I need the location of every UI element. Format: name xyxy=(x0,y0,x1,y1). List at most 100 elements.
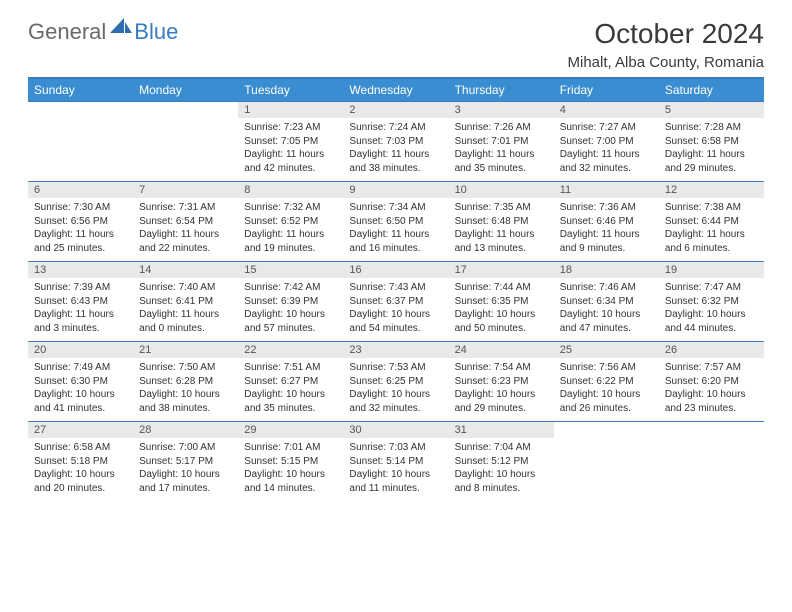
day-body: Sunrise: 7:51 AMSunset: 6:27 PMDaylight:… xyxy=(238,358,343,421)
calendar-cell: 4Sunrise: 7:27 AMSunset: 7:00 PMDaylight… xyxy=(554,102,659,182)
calendar-cell: 23Sunrise: 7:53 AMSunset: 6:25 PMDayligh… xyxy=(343,342,448,422)
day-number: 9 xyxy=(343,182,448,198)
daylight-line: Daylight: 10 hours and 11 minutes. xyxy=(349,468,442,495)
daylight-line: Daylight: 11 hours and 35 minutes. xyxy=(455,148,548,175)
sunset-line: Sunset: 6:30 PM xyxy=(34,375,127,389)
weekday-header: Thursday xyxy=(449,78,554,102)
day-body: Sunrise: 7:57 AMSunset: 6:20 PMDaylight:… xyxy=(659,358,764,421)
sunset-line: Sunset: 6:28 PM xyxy=(139,375,232,389)
daylight-line: Daylight: 10 hours and 44 minutes. xyxy=(665,308,758,335)
daylight-line: Daylight: 10 hours and 50 minutes. xyxy=(455,308,548,335)
calendar-cell: 9Sunrise: 7:34 AMSunset: 6:50 PMDaylight… xyxy=(343,182,448,262)
day-body: Sunrise: 7:47 AMSunset: 6:32 PMDaylight:… xyxy=(659,278,764,341)
sunset-line: Sunset: 6:41 PM xyxy=(139,295,232,309)
calendar-cell: 3Sunrise: 7:26 AMSunset: 7:01 PMDaylight… xyxy=(449,102,554,182)
sunset-line: Sunset: 6:22 PM xyxy=(560,375,653,389)
page: General Blue October 2024 Mihalt, Alba C… xyxy=(0,0,792,519)
sunrise-line: Sunrise: 7:27 AM xyxy=(560,121,653,135)
daylight-line: Daylight: 11 hours and 25 minutes. xyxy=(34,228,127,255)
daylight-line: Daylight: 11 hours and 38 minutes. xyxy=(349,148,442,175)
calendar-head: SundayMondayTuesdayWednesdayThursdayFrid… xyxy=(28,78,764,102)
calendar-cell: 12Sunrise: 7:38 AMSunset: 6:44 PMDayligh… xyxy=(659,182,764,262)
daylight-line: Daylight: 10 hours and 35 minutes. xyxy=(244,388,337,415)
daylight-line: Daylight: 11 hours and 29 minutes. xyxy=(665,148,758,175)
calendar-cell: 8 Sunrise: 7:32 AMSunset: 6:52 PMDaylight… xyxy=(238,182,343,262)
day-number: 1 xyxy=(238,102,343,118)
weekday-header: Saturday xyxy=(659,78,764,102)
calendar-cell: 28Sunrise: 7:00 AMSunset: 5:17 PMDayligh… xyxy=(133,422,238,502)
logo-sail-icon xyxy=(110,18,132,41)
sunrise-line: Sunrise: 7:26 AM xyxy=(455,121,548,135)
logo-text-blue: Blue xyxy=(134,19,178,45)
daylight-line: Daylight: 11 hours and 19 minutes. xyxy=(244,228,337,255)
sunrise-line: Sunrise: 7:40 AM xyxy=(139,281,232,295)
daylight-line: Daylight: 10 hours and 54 minutes. xyxy=(349,308,442,335)
page-subtitle: Mihalt, Alba County, Romania xyxy=(568,54,765,71)
logo-text-general: General xyxy=(28,19,106,45)
day-number: 30 xyxy=(343,422,448,438)
calendar-table: SundayMondayTuesdayWednesdayThursdayFrid… xyxy=(28,77,764,501)
day-body: Sunrise: 7:53 AMSunset: 6:25 PMDaylight:… xyxy=(343,358,448,421)
header: General Blue October 2024 Mihalt, Alba C… xyxy=(28,18,764,71)
day-body: Sunrise: 7:23 AMSunset: 7:05 PMDaylight:… xyxy=(238,118,343,181)
sunrise-line: Sunrise: 7:31 AM xyxy=(139,201,232,215)
sunrise-line: Sunrise: 7:42 AM xyxy=(244,281,337,295)
day-body: Sunrise: 7:38 AMSunset: 6:44 PMDaylight:… xyxy=(659,198,764,261)
daylight-line: Daylight: 11 hours and 13 minutes. xyxy=(455,228,548,255)
calendar-cell: 22Sunrise: 7:51 AMSunset: 6:27 PMDayligh… xyxy=(238,342,343,422)
day-body: Sunrise: 7:30 AMSunset: 6:56 PMDaylight:… xyxy=(28,198,133,261)
day-number: 19 xyxy=(659,262,764,278)
day-number: 31 xyxy=(449,422,554,438)
daylight-line: Daylight: 10 hours and 57 minutes. xyxy=(244,308,337,335)
day-body: Sunrise: 7:04 AMSunset: 5:12 PMDaylight:… xyxy=(449,438,554,501)
sunset-line: Sunset: 7:05 PM xyxy=(244,135,337,149)
calendar-cell: 15Sunrise: 7:42 AMSunset: 6:39 PMDayligh… xyxy=(238,262,343,342)
sunset-line: Sunset: 6:44 PM xyxy=(665,215,758,229)
day-body: Sunrise: 7:00 AMSunset: 5:17 PMDaylight:… xyxy=(133,438,238,501)
calendar-cell: 30Sunrise: 7:03 AMSunset: 5:14 PMDayligh… xyxy=(343,422,448,502)
sunrise-line: Sunrise: 7:34 AM xyxy=(349,201,442,215)
sunset-line: Sunset: 6:58 PM xyxy=(665,135,758,149)
page-title: October 2024 xyxy=(568,18,765,50)
daylight-line: Daylight: 10 hours and 29 minutes. xyxy=(455,388,548,415)
daylight-line: Daylight: 11 hours and 32 minutes. xyxy=(560,148,653,175)
sunset-line: Sunset: 5:14 PM xyxy=(349,455,442,469)
day-body: Sunrise: 7:50 AMSunset: 6:28 PMDaylight:… xyxy=(133,358,238,421)
weekday-header: Monday xyxy=(133,78,238,102)
calendar-cell: 14Sunrise: 7:40 AMSunset: 6:41 PMDayligh… xyxy=(133,262,238,342)
calendar-cell: 21Sunrise: 7:50 AMSunset: 6:28 PMDayligh… xyxy=(133,342,238,422)
calendar-cell: .. xyxy=(133,102,238,182)
sunrise-line: Sunrise: 7:47 AM xyxy=(665,281,758,295)
sunrise-line: Sunrise: 7:32 AM xyxy=(244,201,337,215)
sunset-line: Sunset: 6:52 PM xyxy=(244,215,337,229)
sunrise-line: Sunrise: 7:28 AM xyxy=(665,121,758,135)
day-number: 17 xyxy=(449,262,554,278)
day-number: 25 xyxy=(554,342,659,358)
calendar-cell: 10Sunrise: 7:35 AMSunset: 6:48 PMDayligh… xyxy=(449,182,554,262)
calendar-cell: 27Sunrise: 6:58 AMSunset: 5:18 PMDayligh… xyxy=(28,422,133,502)
calendar-cell: 31Sunrise: 7:04 AMSunset: 5:12 PMDayligh… xyxy=(449,422,554,502)
daylight-line: Daylight: 10 hours and 20 minutes. xyxy=(34,468,127,495)
sunrise-line: Sunrise: 7:00 AM xyxy=(139,441,232,455)
sunrise-line: Sunrise: 7:39 AM xyxy=(34,281,127,295)
day-number: 6 xyxy=(28,182,133,198)
day-number: 8 xyxy=(238,182,343,198)
sunrise-line: Sunrise: 7:53 AM xyxy=(349,361,442,375)
day-number: 3 xyxy=(449,102,554,118)
sunset-line: Sunset: 6:34 PM xyxy=(560,295,653,309)
day-number: 21 xyxy=(133,342,238,358)
day-body: Sunrise: 7:35 AMSunset: 6:48 PMDaylight:… xyxy=(449,198,554,261)
calendar-cell: 11Sunrise: 7:36 AMSunset: 6:46 PMDayligh… xyxy=(554,182,659,262)
calendar-cell: .. xyxy=(28,102,133,182)
day-number: 15 xyxy=(238,262,343,278)
daylight-line: Daylight: 10 hours and 17 minutes. xyxy=(139,468,232,495)
daylight-line: Daylight: 11 hours and 6 minutes. xyxy=(665,228,758,255)
day-body: Sunrise: 7:54 AMSunset: 6:23 PMDaylight:… xyxy=(449,358,554,421)
sunrise-line: Sunrise: 7:57 AM xyxy=(665,361,758,375)
day-body: Sunrise: 7:46 AMSunset: 6:34 PMDaylight:… xyxy=(554,278,659,341)
daylight-line: Daylight: 10 hours and 26 minutes. xyxy=(560,388,653,415)
weekday-header: Wednesday xyxy=(343,78,448,102)
day-number: 11 xyxy=(554,182,659,198)
sunrise-line: Sunrise: 7:44 AM xyxy=(455,281,548,295)
day-number: 2 xyxy=(343,102,448,118)
